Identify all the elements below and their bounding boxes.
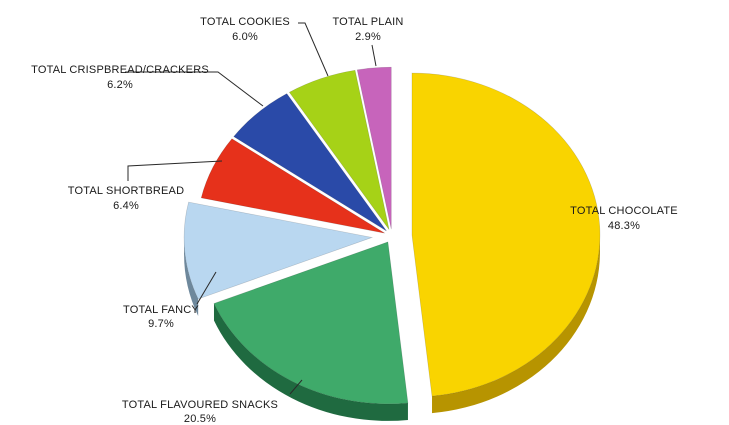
slice-value-label-6: 2.9% xyxy=(355,31,381,43)
slice-label-5: TOTAL COOKIES xyxy=(200,16,290,28)
slice-label-1: TOTAL FLAVOURED SNACKS xyxy=(122,399,278,411)
pie-slice-2 xyxy=(183,201,374,300)
slice-value-label-4: 6.2% xyxy=(107,79,133,91)
slice-label-6: TOTAL PLAIN xyxy=(332,16,403,28)
slice-value-label-1: 20.5% xyxy=(184,413,216,425)
pie-depth-layer xyxy=(184,236,600,421)
slice-side-2 xyxy=(184,236,199,316)
slice-side-1 xyxy=(213,303,408,421)
slice-label-2: TOTAL FANCY xyxy=(123,304,199,316)
leader-line-6 xyxy=(371,44,377,67)
pie-slice-0 xyxy=(411,72,601,397)
pie-slice-4 xyxy=(233,93,387,232)
leader-line-2 xyxy=(196,271,217,305)
slice-value-label-5: 6.0% xyxy=(232,31,258,43)
leader-line-3 xyxy=(127,160,223,181)
pie-top-layer xyxy=(183,66,601,405)
slice-value-label-3: 6.4% xyxy=(113,200,139,212)
pie-slice-5 xyxy=(288,69,390,230)
leader-line-4 xyxy=(125,71,264,107)
pie-slice-6 xyxy=(356,66,392,230)
leader-lines xyxy=(125,22,377,395)
slice-side-0 xyxy=(432,237,600,414)
slice-label-4: TOTAL CRISPBREAD/CRACKERS xyxy=(31,64,209,76)
leader-line-1 xyxy=(289,379,303,395)
slice-value-label-0: 48.3% xyxy=(608,220,640,232)
slice-value-label-2: 9.7% xyxy=(148,318,174,330)
slice-labels: TOTAL CHOCOLATE 48.3% TOTAL FLAVOURED SNAC… xyxy=(31,16,678,425)
pie-slice-1 xyxy=(213,241,409,405)
slice-label-3: TOTAL SHORTBREAD xyxy=(68,185,184,197)
leader-line-5 xyxy=(298,22,329,77)
slice-label-0: TOTAL CHOCOLATE xyxy=(570,205,678,217)
pie-slice-3 xyxy=(200,138,385,234)
